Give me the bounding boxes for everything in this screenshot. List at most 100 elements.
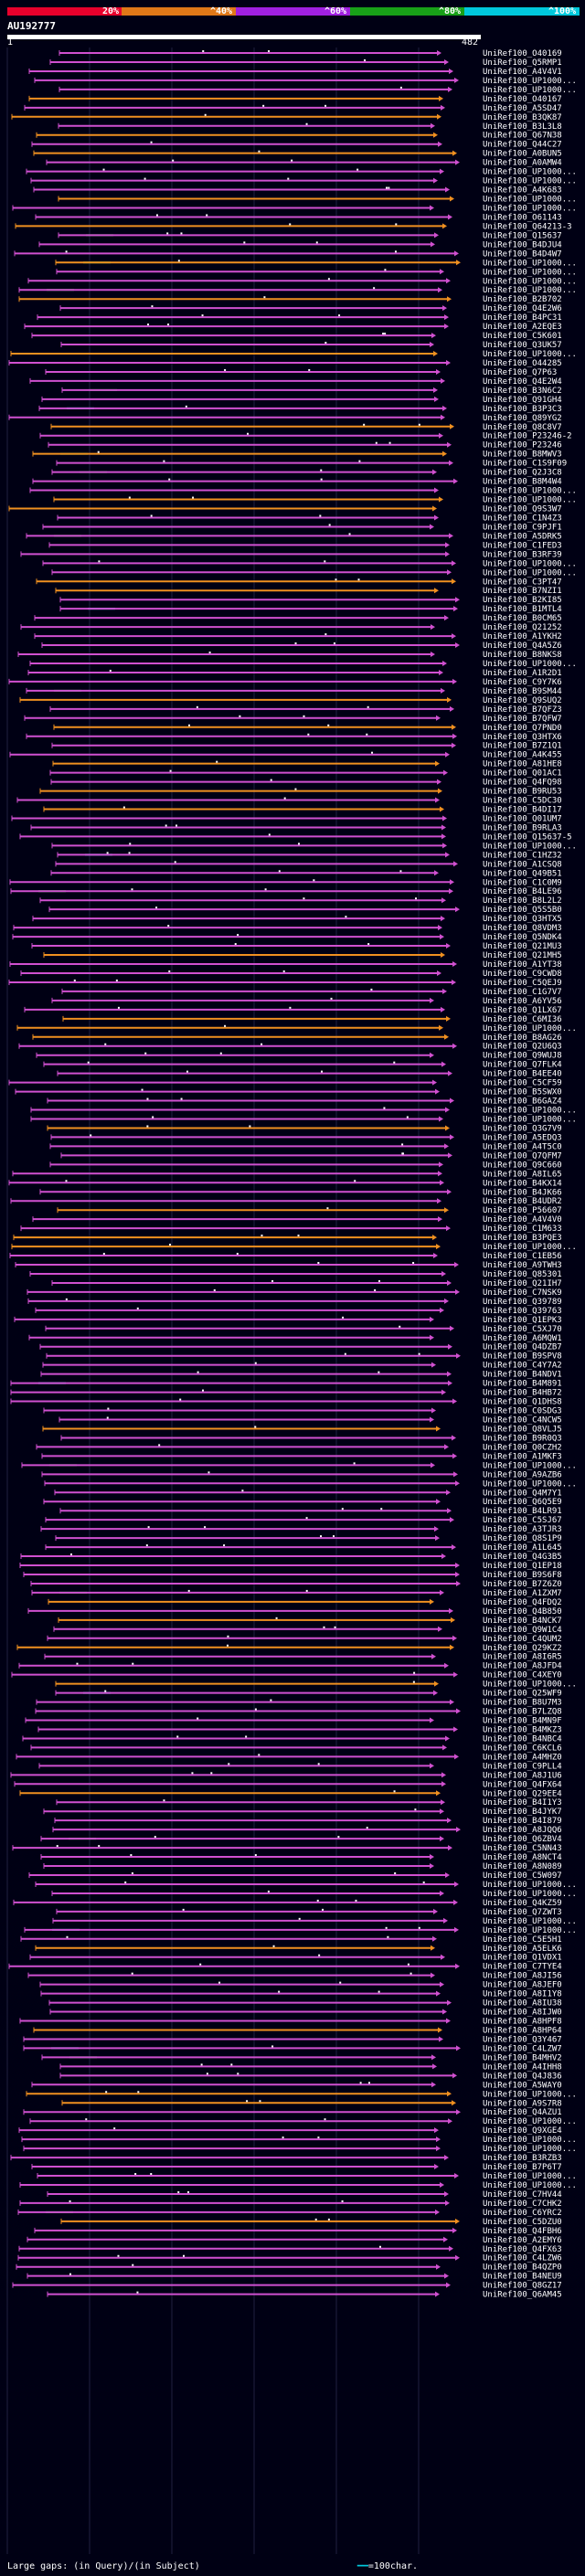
hit-end-arrow (434, 588, 439, 594)
gap-marker (314, 2218, 317, 2221)
hit-label: UniRef100_Q4M7Y1 (483, 1489, 562, 1498)
gap-marker (321, 1070, 324, 1073)
legend-label-20: 20% (102, 6, 120, 16)
hit-label: UniRef100_B4MKZ3 (483, 1725, 562, 1734)
hit-label: UniRef100_Q6ZBV4 (483, 1835, 562, 1844)
gap-marker (382, 333, 385, 335)
hit-label: UniRef100_A5WAY0 (483, 2081, 562, 2090)
gap-marker (70, 1553, 73, 1556)
hit-end-arrow (445, 551, 450, 557)
gap-marker (315, 241, 318, 244)
legend-segment-40 (122, 7, 236, 16)
gap-marker (275, 1617, 278, 1619)
gap-marker (192, 496, 195, 499)
hit-label: UniRef100_Q4AZU1 (483, 2108, 562, 2117)
hit-label: UniRef100_C7TYE4 (483, 1963, 562, 1972)
hit-end-arrow (447, 1999, 452, 2006)
hit-label: UniRef100_C5NN43 (483, 1844, 562, 1853)
hit-label: UniRef100_P23246-2 (483, 432, 572, 441)
gap-marker (282, 970, 285, 972)
hit-label: UniRef100_C9CWD8 (483, 970, 562, 979)
gap-marker (130, 1854, 133, 1857)
hit-label: UniRef100_C9PJF1 (483, 523, 562, 532)
legend-segment-100 (464, 7, 580, 16)
hit-end-arrow (450, 1097, 454, 1104)
gap-marker (378, 1279, 381, 1282)
gap-marker (307, 733, 310, 736)
gap-marker (366, 1827, 368, 1829)
hit-end-arrow (433, 351, 438, 357)
legend-label-40: ^40% (210, 6, 233, 16)
hit-label: UniRef100_A5DRK5 (483, 532, 562, 541)
footer-legend: Large gaps: (in Query)/(in Subject) ━━=1… (7, 2561, 418, 2571)
gap-marker (348, 533, 351, 535)
gap-marker (183, 2254, 186, 2257)
hit-label: UniRef100_Q29KZ2 (483, 1644, 562, 1653)
hit-end-arrow (455, 1563, 460, 1569)
gap-marker (132, 1662, 134, 1665)
hit-label: UniRef100_A4T5C0 (483, 1142, 562, 1151)
gap-marker (185, 405, 187, 408)
hit-label: UniRef100_Q7FLK4 (483, 1061, 562, 1070)
gap-marker (393, 1061, 396, 1064)
hit-end-arrow (434, 396, 439, 402)
hit-end-arrow (431, 333, 436, 339)
gap-marker (337, 1836, 340, 1839)
hit-end-arrow (440, 1307, 444, 1313)
hit-label: UniRef100_B4NCK7 (483, 1617, 562, 1626)
hit-end-arrow (450, 423, 454, 429)
hit-label: UniRef100_Q2J3C8 (483, 469, 562, 478)
hit-end-arrow (436, 715, 441, 721)
footer-prefix: Large gaps: (7, 2561, 69, 2571)
hit-end-arrow (452, 742, 456, 748)
hit-label: UniRef100_O40169 (483, 49, 562, 58)
hit-end-arrow (430, 1854, 434, 1860)
gap-marker (182, 1908, 185, 1911)
gap-marker (388, 186, 390, 189)
hit-end-arrow (431, 652, 435, 658)
footer-scale-label: =100char. (367, 2561, 419, 2571)
gap-marker (237, 2072, 239, 2075)
hit-label: UniRef100_C4NCW5 (483, 1416, 562, 1426)
hit-end-arrow (439, 1024, 443, 1031)
gap-marker (359, 2082, 362, 2084)
hit-label: UniRef100_A4MHZ0 (483, 1753, 562, 1762)
hit-label: UniRef100_A81HE8 (483, 760, 562, 769)
hit-end-arrow (442, 1744, 447, 1751)
gap-marker (208, 652, 211, 654)
hit-end-arrow (439, 496, 443, 503)
hit-end-arrow (455, 159, 460, 165)
hit-label: UniRef100_B1MTL4 (483, 605, 562, 614)
hit-label: UniRef100_A5SD47 (483, 104, 562, 113)
hit-end-arrow (434, 487, 439, 493)
gap-marker (105, 2091, 108, 2094)
gap-marker (97, 451, 100, 453)
hit-label: UniRef100_C5SJ67 (483, 1516, 562, 1525)
hit-end-arrow (435, 2209, 440, 2215)
gap-marker (270, 779, 272, 781)
hit-label: UniRef100_Q5NDK4 (483, 933, 562, 942)
hit-label: UniRef100_B4I879 (483, 1817, 562, 1826)
legend-label-100: ^100% (548, 6, 577, 16)
hit-label: UniRef100_Q1EP18 (483, 1562, 562, 1571)
hit-label: UniRef100_B8AG26 (483, 1034, 562, 1043)
gap-marker (287, 177, 290, 180)
gap-marker (339, 1981, 342, 1984)
gap-marker (102, 1253, 105, 1256)
gap-marker (418, 1352, 420, 1355)
hit-end-arrow (447, 1371, 452, 1377)
hit-end-arrow (430, 1863, 434, 1870)
hit-end-arrow (441, 1954, 445, 1960)
hit-label: UniRef100_B4DJU4 (483, 240, 562, 249)
hit-label: UniRef100_Q3UK57 (483, 341, 562, 350)
hit-label: UniRef100_Q89YG2 (483, 414, 562, 423)
gap-marker (152, 1116, 154, 1118)
gap-marker (268, 833, 271, 836)
gap-marker (341, 1508, 344, 1511)
hit-label: UniRef100_UP1000... (483, 2145, 577, 2154)
gap-marker (320, 1535, 323, 1538)
gap-marker (176, 824, 178, 827)
gap-marker (414, 1808, 417, 1811)
hit-label: UniRef100_A8IL65 (483, 1170, 562, 1179)
hit-label: UniRef100_Q4B850 (483, 1607, 562, 1617)
